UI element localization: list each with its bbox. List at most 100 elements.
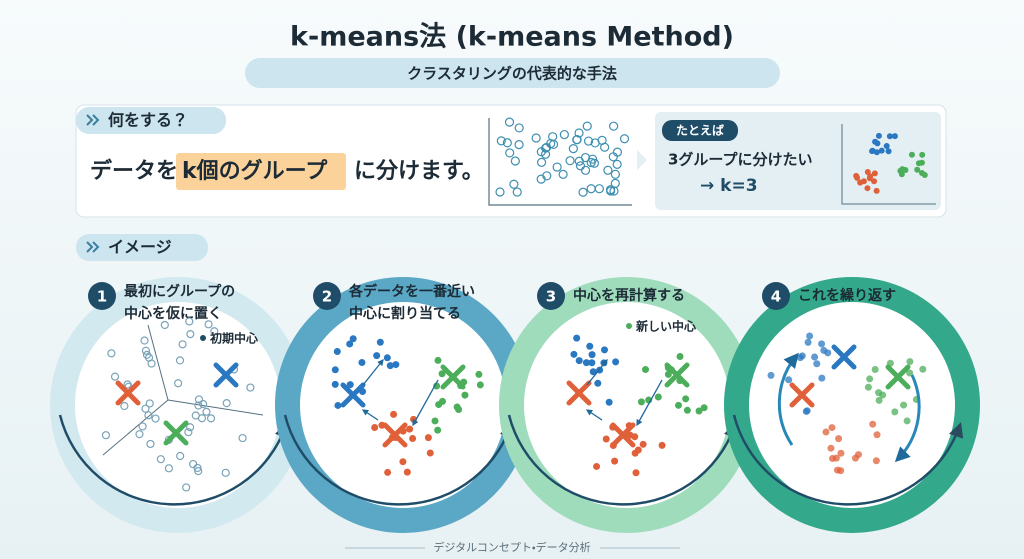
data-dot: [903, 417, 911, 425]
data-dot: [438, 370, 446, 378]
data-dot: [191, 411, 200, 420]
data-dot: [346, 340, 354, 348]
data-dot: [383, 354, 391, 362]
data-dot: [531, 133, 541, 143]
cluster-dot: [902, 167, 909, 174]
data-dot: [185, 317, 194, 326]
data-dot: [609, 121, 619, 131]
data-dot: [194, 395, 204, 404]
what-label: 何をする？: [108, 111, 188, 130]
cluster-dot: [898, 171, 905, 178]
data-dot: [204, 320, 213, 329]
highlight-box: [176, 153, 346, 190]
data-dot: [565, 156, 575, 166]
step-number: 1: [97, 288, 107, 306]
center-mark: [340, 382, 366, 408]
data-dot: [186, 330, 195, 339]
data-dot: [682, 395, 690, 403]
center-mark: [664, 362, 690, 388]
data-dot: [676, 352, 684, 360]
cycle-arrow: [58, 414, 290, 506]
data-dot: [514, 123, 524, 133]
cycle-arrow: [732, 414, 964, 506]
divider: [102, 324, 264, 456]
data-dot: [610, 169, 620, 179]
data-dot: [514, 140, 524, 150]
data-dot: [349, 335, 357, 343]
data-dot: [392, 361, 400, 369]
data-dot: [654, 393, 662, 401]
data-dot: [189, 459, 198, 469]
cluster-dot: [886, 133, 893, 140]
data-dot: [820, 346, 828, 354]
mini-clusters: [853, 132, 928, 194]
data-dot: [510, 156, 520, 166]
chevron-icon: [86, 114, 100, 126]
data-dot: [827, 444, 835, 452]
data-dot: [453, 403, 461, 411]
data-dot: [140, 336, 149, 345]
move-arrow: [362, 358, 384, 386]
data-dot: [583, 136, 594, 146]
center-mark: [115, 380, 141, 406]
data-dot: [637, 398, 645, 406]
data-dot: [246, 383, 255, 392]
data-dot: [639, 440, 647, 448]
data-dot: [575, 161, 586, 171]
cluster-dot: [866, 175, 873, 182]
data-dot: [146, 439, 155, 449]
annotation-dot: [200, 335, 206, 341]
data-dot: [570, 350, 578, 358]
step-text: 各データを一番近い: [348, 283, 475, 300]
data-dot: [358, 358, 366, 366]
step-disc: [300, 302, 506, 508]
data-dot: [548, 132, 558, 142]
data-dot: [900, 401, 908, 409]
data-dot: [879, 391, 887, 399]
step-number: 4: [771, 288, 781, 306]
data-dot: [594, 184, 604, 194]
data-dot: [399, 458, 407, 466]
data-dot: [536, 157, 547, 168]
data-dot: [552, 162, 562, 172]
data-dot: [603, 165, 613, 175]
move-arrow: [361, 409, 379, 421]
data-dot: [222, 399, 231, 408]
data-dot: [371, 423, 379, 431]
data-dot: [346, 381, 354, 389]
data-dot: [683, 406, 691, 414]
center-mark: [213, 362, 239, 388]
data-dot: [135, 430, 144, 439]
data-dot: [406, 425, 414, 433]
subtitle-pill: [245, 58, 780, 88]
what-text-after: に分けます。: [354, 159, 484, 184]
image-label-pill: [76, 234, 208, 261]
subtitle: クラスタリングの代表的な手法: [407, 65, 617, 83]
cluster-dot: [860, 178, 867, 185]
center-mark: [885, 364, 911, 390]
data-dot: [811, 353, 819, 361]
data-dot: [602, 435, 610, 443]
scatter-axes: [488, 118, 632, 206]
data-dot: [409, 435, 417, 443]
step-number: 3: [546, 288, 556, 306]
data-dot: [574, 128, 584, 138]
cluster-dot: [878, 147, 885, 154]
what-label-pill: [76, 107, 226, 134]
data-dot: [798, 352, 806, 360]
data-dot: [151, 414, 160, 423]
cluster-dot: [871, 178, 878, 185]
data-dot: [184, 428, 193, 437]
data-dot: [120, 401, 129, 411]
cluster-dot: [883, 142, 890, 149]
data-dot: [512, 187, 522, 197]
data-dot: [600, 346, 608, 354]
data-dot: [589, 158, 599, 168]
data-dot: [855, 451, 863, 459]
data-dot: [509, 179, 519, 189]
data-dot: [871, 365, 879, 373]
center-mark: [440, 364, 466, 390]
data-dot: [504, 117, 515, 127]
